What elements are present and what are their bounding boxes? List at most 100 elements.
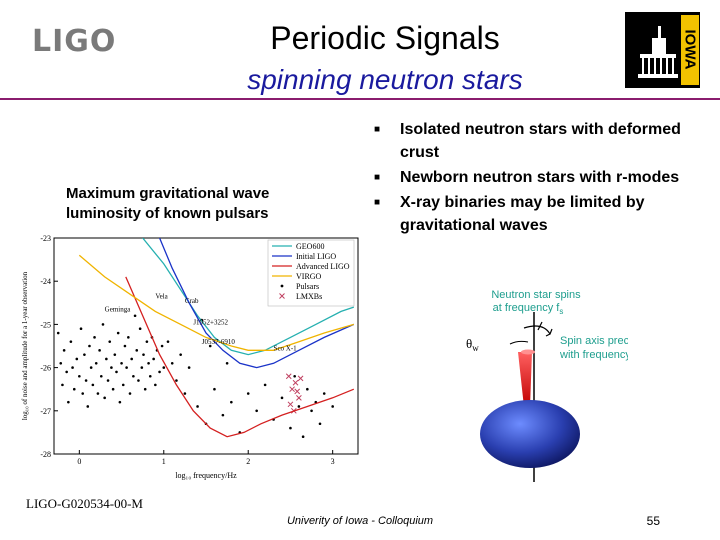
annotation-label: J0537-6910	[202, 338, 236, 346]
bullet-text: Newborn neutron stars with r-modes	[400, 169, 680, 186]
legend-entry: Pulsars	[296, 282, 319, 291]
pulsar-point	[135, 349, 139, 352]
pulsar-point	[128, 392, 132, 395]
pulsar-point	[132, 374, 135, 378]
pulsar-point	[98, 349, 101, 352]
pulsar-point	[289, 426, 292, 430]
ligo-logo: LIGO	[32, 24, 117, 59]
bullet-item: ■ X-ray binaries may be limited by gravit…	[372, 191, 712, 237]
pulsar-point	[116, 331, 120, 335]
angle-symbol: θ	[466, 336, 472, 351]
pulsar-point	[115, 370, 118, 374]
annotation-label: Crab	[185, 297, 199, 305]
y-tick-label: -27	[40, 407, 51, 416]
pulsar-point	[208, 344, 212, 348]
pulsar-point	[118, 400, 122, 404]
spin-label-line1: Neutron star spins	[491, 289, 581, 301]
capitol-building-icon	[638, 26, 678, 78]
neutron-star-diagram: Neutron star spins at frequency fs Spin …	[466, 289, 628, 482]
pulsar-point	[170, 361, 174, 365]
pulsar-point	[86, 405, 90, 408]
pulsar-point	[125, 366, 128, 369]
pulsar-point	[61, 383, 64, 387]
bullet-text: X-ray binaries may be limited by gravita…	[400, 194, 645, 234]
precess-label-main: with frequency f	[559, 349, 628, 361]
pulsar-point	[133, 314, 137, 318]
pulsar-point	[75, 357, 79, 361]
legend-swatch	[280, 284, 284, 288]
pulsar-point	[187, 366, 191, 369]
y-tick-label: -23	[40, 234, 51, 243]
pulsar-point	[84, 379, 88, 382]
x-tick-label: 1	[162, 457, 166, 466]
radiation-beam	[518, 352, 532, 407]
pulsar-point	[94, 361, 98, 365]
lmxb-point	[287, 401, 294, 408]
pulsar-point	[297, 405, 301, 408]
pulsar-point	[110, 366, 113, 369]
pulsar-point	[96, 392, 100, 395]
legend-entry: LMXBs	[296, 292, 322, 301]
x-axis-label: log₁₀ frequency/Hz	[175, 471, 237, 480]
pulsar-point	[255, 409, 258, 413]
pulsar-point	[158, 370, 161, 374]
pulsar-point	[91, 383, 95, 387]
pulsar-point	[213, 387, 216, 391]
legend-entry: Advanced LIGO	[296, 262, 350, 271]
angle-subscript: w	[472, 343, 479, 353]
annotation-label: Vela	[155, 292, 168, 300]
header-divider	[0, 98, 720, 100]
document-id: LIGO-G020534-00-M	[26, 496, 143, 511]
pulsar-point	[78, 374, 81, 378]
precess-label-line2: with frequency fp	[559, 349, 628, 363]
pulsar-point	[71, 366, 74, 369]
pulsar-point	[221, 413, 225, 417]
pulsar-point	[101, 323, 105, 326]
series-line	[142, 238, 355, 356]
pulsar-point	[196, 405, 199, 408]
series-line	[78, 254, 354, 351]
pulsar-point	[69, 340, 73, 343]
slide-subtitle: spinning neutron stars	[247, 64, 523, 95]
pulsar-point	[59, 361, 63, 365]
pulsar-point	[152, 357, 155, 361]
pulsar-point	[331, 405, 334, 408]
iowa-logo-text: IOWA	[681, 29, 699, 70]
beam-top	[521, 349, 535, 355]
lmxb-point	[296, 394, 302, 401]
x-tick-label: 0	[77, 457, 81, 466]
pulsar-point	[160, 344, 164, 348]
sensitivity-chart: -23 -24 -25 -26 -27 -28 0 1 2 3 log₁₀ frequency/Hz…	[21, 234, 359, 480]
pulsar-point	[162, 366, 166, 369]
pulsar-point	[147, 361, 150, 365]
bullet-item: ■ Isolated neutron stars with deformed cr…	[372, 118, 712, 164]
pulsar-point	[72, 387, 76, 391]
pulsar-point	[83, 353, 86, 356]
pulsar-point	[130, 357, 133, 361]
annotation-label: Geminga	[105, 305, 132, 313]
lmxb-point	[289, 386, 295, 393]
series-line	[159, 238, 355, 369]
legend-entry: VIRGO	[296, 272, 322, 281]
pulsar-point	[123, 344, 127, 348]
precess-label-line1: Spin axis precesses	[560, 335, 628, 347]
pulsar-point	[108, 340, 112, 343]
y-tick-label: -24	[40, 277, 51, 286]
angle-arc	[509, 340, 529, 345]
annotation-label: Sco X-1	[274, 344, 298, 352]
pulsar-point	[89, 366, 93, 369]
pulsar-point	[67, 400, 70, 404]
pulsar-point	[143, 387, 147, 391]
pulsar-point	[121, 383, 125, 387]
spin-label-subscript: s	[559, 307, 563, 316]
pulsar-point	[148, 374, 152, 378]
iowa-wordmark: IOWA	[681, 15, 699, 85]
spin-label-line2: at frequency fs	[493, 302, 564, 316]
spin-label-main: at frequency f	[493, 302, 561, 314]
pulsar-point	[263, 383, 267, 387]
pulsar-point	[301, 435, 305, 439]
pulsar-point	[93, 336, 96, 339]
x-tick-label: 2	[246, 457, 250, 466]
pulsar-point	[175, 379, 178, 382]
